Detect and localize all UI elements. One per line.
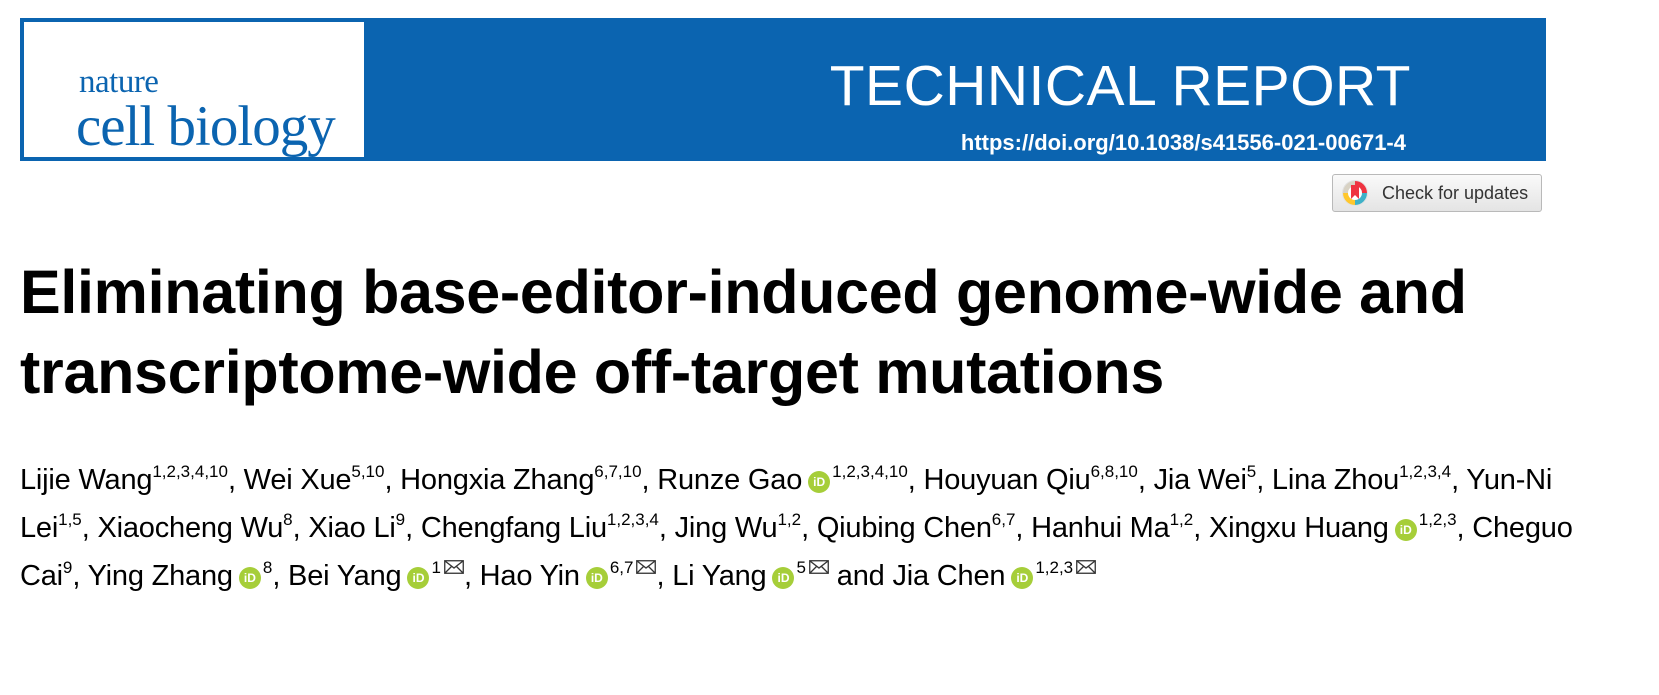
- author-affiliation[interactable]: 5: [796, 558, 806, 577]
- email-envelope-icon[interactable]: [636, 560, 657, 574]
- article-type: TECHNICAL REPORT: [829, 54, 1411, 118]
- author-affiliation[interactable]: 1,2: [1169, 510, 1194, 529]
- journal-logo-line2: cell biology: [76, 95, 336, 158]
- orcid-icon[interactable]: iD: [238, 567, 261, 589]
- crossmark-icon: [1342, 180, 1368, 206]
- author-affiliation[interactable]: 6,8,10: [1090, 462, 1138, 481]
- orcid-icon[interactable]: iD: [585, 567, 608, 589]
- orcid-icon[interactable]: iD: [772, 567, 795, 589]
- author-affiliation[interactable]: 5,10: [351, 462, 385, 481]
- author-separator: ,: [1456, 512, 1473, 544]
- author-separator: ,: [1451, 464, 1467, 496]
- author-separator: ,: [384, 464, 401, 496]
- author-affiliation[interactable]: 8: [283, 510, 293, 529]
- author-name[interactable]: Runze Gao: [657, 464, 803, 496]
- author-affiliation[interactable]: 1: [431, 558, 441, 577]
- author-separator: ,: [656, 560, 673, 592]
- author-name[interactable]: Xiaocheng Wu: [97, 512, 284, 544]
- author-affiliation[interactable]: 1,5: [58, 510, 82, 529]
- author-name[interactable]: Ying Zhang: [87, 560, 233, 592]
- author-name[interactable]: Xiao Li: [308, 512, 396, 544]
- author-separator: ,: [405, 512, 421, 544]
- orcid-icon[interactable]: iD: [1011, 567, 1034, 589]
- author-affiliation[interactable]: 9: [62, 558, 73, 577]
- author-name[interactable]: Cheguo Cai: [20, 512, 1573, 592]
- author-name[interactable]: Chengfang Liu: [420, 512, 607, 544]
- author-separator: ,: [81, 512, 98, 544]
- author-separator: ,: [658, 512, 675, 544]
- author-name[interactable]: Jing Wu: [674, 512, 778, 544]
- author-affiliation[interactable]: 1,2,3: [1035, 558, 1074, 577]
- author-separator: ,: [1137, 464, 1154, 496]
- author-affiliation[interactable]: 1,2,3,4,10: [152, 462, 228, 481]
- author-name[interactable]: Houyuan Qiu: [923, 464, 1091, 496]
- author-separator: ,: [1256, 464, 1272, 496]
- author-affiliation[interactable]: 9: [395, 510, 406, 529]
- orcid-icon[interactable]: iD: [1394, 519, 1417, 541]
- author-name[interactable]: Li Yang: [672, 560, 767, 592]
- author-separator: ,: [1015, 512, 1032, 544]
- author-affiliation[interactable]: 6,7: [991, 510, 1016, 529]
- author-affiliation[interactable]: 6,7: [609, 558, 634, 577]
- author-affiliation[interactable]: 1,2,3: [1418, 510, 1457, 529]
- author-separator: and: [828, 560, 893, 592]
- author-separator: ,: [463, 560, 480, 592]
- orcid-icon[interactable]: iD: [407, 567, 430, 589]
- author-name[interactable]: Hanhui Ma: [1031, 512, 1170, 544]
- journal-logo[interactable]: nature cell biology: [24, 22, 364, 157]
- email-envelope-icon[interactable]: [444, 560, 464, 574]
- author-affiliation[interactable]: 8: [262, 558, 273, 577]
- author-name[interactable]: Jia Chen: [892, 560, 1006, 592]
- orcid-icon[interactable]: iD: [808, 471, 831, 493]
- journal-logo-line1: nature: [79, 64, 159, 100]
- author-name[interactable]: Wei Xue: [243, 464, 352, 496]
- article-title: Eliminating base-editor-induced genome-w…: [20, 258, 1467, 406]
- author-separator: ,: [641, 464, 658, 496]
- author-separator: ,: [272, 560, 289, 592]
- author-affiliation[interactable]: 1,2,3,4,10: [832, 462, 908, 481]
- author-name[interactable]: Yun-Ni Lei: [20, 464, 1553, 544]
- author-name[interactable]: Lijie Wang: [20, 464, 153, 496]
- author-name[interactable]: Bei Yang: [288, 560, 402, 592]
- author-name[interactable]: Hongxia Zhang: [400, 464, 595, 496]
- author-affiliation[interactable]: 1,2,3,4: [1399, 462, 1452, 481]
- author-separator: ,: [292, 512, 309, 544]
- author-name[interactable]: Jia Wei: [1153, 464, 1247, 496]
- author-affiliation[interactable]: 6,7,10: [594, 462, 642, 481]
- email-envelope-icon[interactable]: [809, 560, 829, 574]
- author-name[interactable]: Xingxu Huang: [1208, 512, 1389, 544]
- author-separator: ,: [907, 464, 924, 496]
- author-affiliation[interactable]: 1,2: [777, 510, 802, 529]
- author-affiliation[interactable]: 1,2,3,4: [606, 510, 659, 529]
- doi-link[interactable]: https://doi.org/10.1038/s41556-021-00671…: [960, 130, 1406, 155]
- author-list: Lijie Wang1,2,3,4,10, Wei Xue5,10, Hongx…: [20, 456, 1600, 600]
- check-for-updates-button[interactable]: Check for updates: [1332, 174, 1542, 212]
- email-envelope-icon[interactable]: [1076, 560, 1097, 574]
- author-separator: ,: [1193, 512, 1209, 544]
- author-name[interactable]: Qiubing Chen: [816, 512, 992, 544]
- author-separator: ,: [227, 464, 244, 496]
- author-name[interactable]: Hao Yin: [479, 560, 580, 592]
- check-for-updates-label: Check for updates: [1382, 183, 1529, 203]
- author-affiliation[interactable]: 5: [1246, 462, 1257, 481]
- author-separator: ,: [72, 560, 88, 592]
- author-separator: ,: [801, 512, 817, 544]
- author-name[interactable]: Lina Zhou: [1271, 464, 1400, 496]
